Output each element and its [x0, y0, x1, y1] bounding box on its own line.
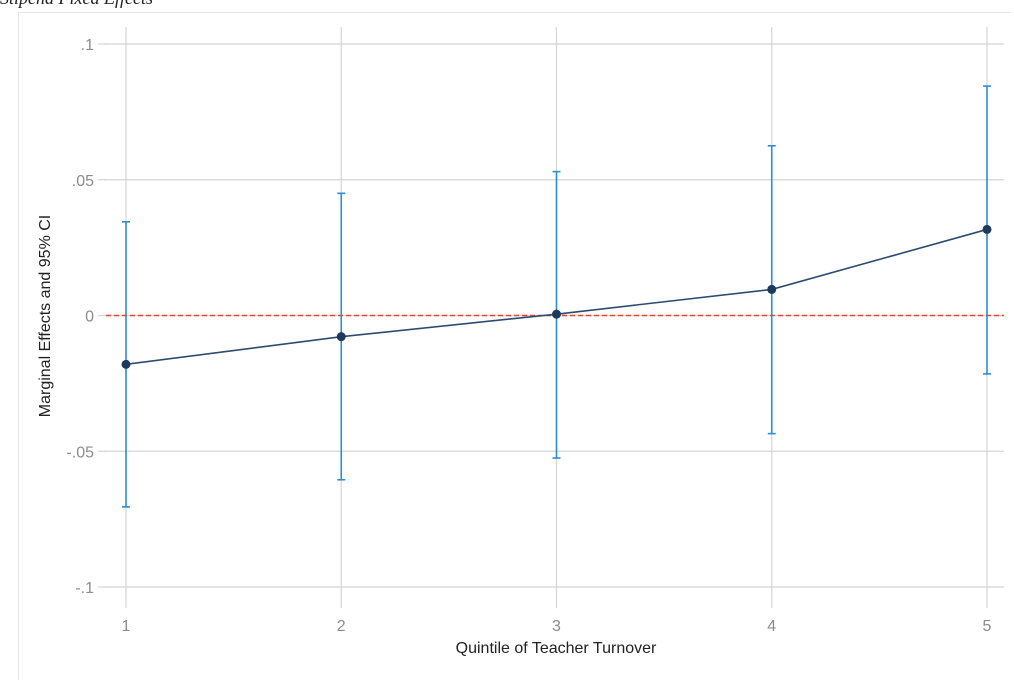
x-axis-title: Quintile of Teacher Turnover: [456, 640, 657, 657]
y-tick-label: .1: [81, 37, 94, 54]
estimate-point: [982, 224, 992, 234]
x-tick-label: 5: [983, 618, 992, 635]
estimate-point: [121, 359, 131, 369]
x-tick-label: 4: [767, 618, 776, 635]
y-tick-label: -.05: [66, 444, 94, 461]
estimate-point: [767, 284, 777, 294]
y-tick-label: .05: [72, 173, 94, 190]
y-tick-label: 0: [85, 309, 94, 326]
y-tick-label: -.1: [75, 580, 94, 597]
y-axis-title: Marginal Effects and 95% CI: [37, 215, 54, 417]
estimate-points: [121, 224, 992, 369]
y-axis-ticks: .1 .05 0 -.05 -.1: [66, 37, 106, 597]
x-tick-label: 3: [552, 618, 561, 635]
x-tick-label: 2: [337, 618, 346, 635]
plot-frame: [18, 12, 1011, 680]
estimate-point: [336, 332, 346, 342]
x-axis-ticks: 1 2 3 4 5: [122, 600, 992, 635]
estimate-point: [552, 309, 561, 319]
x-tick-label: 1: [122, 618, 131, 635]
figure-caption: Stipend Fixed Effects: [0, 0, 153, 9]
